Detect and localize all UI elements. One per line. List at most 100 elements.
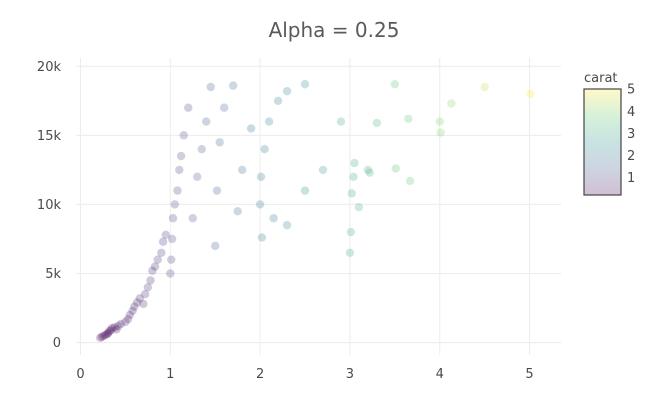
scatter-point bbox=[435, 117, 444, 126]
scatter-point bbox=[135, 294, 144, 303]
scatter-point bbox=[114, 321, 123, 331]
scatter-point bbox=[273, 96, 283, 106]
scatter-point bbox=[148, 266, 157, 275]
scatter-point bbox=[202, 117, 211, 126]
scatter-point bbox=[143, 283, 153, 292]
scatter-point bbox=[206, 82, 215, 92]
scatter-point bbox=[391, 164, 400, 173]
x-tick-label: 1 bbox=[166, 367, 174, 382]
scatter-point bbox=[97, 332, 107, 341]
x-tick-label: 0 bbox=[76, 367, 84, 382]
scatter-point bbox=[349, 172, 358, 181]
scatter-point bbox=[260, 144, 269, 154]
scatter-point bbox=[436, 128, 445, 137]
scatter-point bbox=[211, 241, 220, 251]
scatter-point bbox=[179, 131, 188, 140]
scatter-point bbox=[197, 144, 206, 154]
scatter-point bbox=[257, 233, 267, 242]
x-tick-label: 4 bbox=[436, 367, 444, 382]
scatter-point bbox=[110, 323, 119, 332]
y-tick-label: 0 bbox=[53, 336, 61, 351]
scatter-point bbox=[390, 80, 400, 89]
scatter-point bbox=[157, 248, 166, 257]
x-tick-label: 3 bbox=[346, 367, 354, 382]
scatter-point bbox=[125, 310, 135, 320]
y-tick-label: 5k bbox=[45, 267, 61, 282]
scatter-point bbox=[158, 237, 168, 246]
scatter-point bbox=[121, 317, 130, 327]
scatter-point bbox=[101, 330, 110, 340]
scatter-point bbox=[153, 255, 162, 264]
scatter-point bbox=[123, 314, 133, 324]
scatter-point bbox=[161, 230, 171, 240]
scatter-point bbox=[132, 298, 142, 307]
scatter-point bbox=[350, 158, 359, 168]
scatter-point bbox=[107, 323, 117, 333]
scatter-point bbox=[140, 290, 150, 299]
scatter-point bbox=[480, 82, 489, 92]
y-tick-label: 15k bbox=[37, 129, 62, 144]
scatter-points bbox=[96, 80, 535, 342]
colorbar-tick-label: 4 bbox=[627, 105, 635, 120]
scatter-point bbox=[300, 186, 310, 195]
scatter-point bbox=[372, 118, 382, 128]
scatter-point bbox=[300, 80, 310, 89]
scatter-point bbox=[173, 186, 182, 195]
colorbar-tick-label: 5 bbox=[627, 83, 635, 98]
scatter-point bbox=[105, 327, 114, 336]
scatter-point bbox=[99, 331, 109, 340]
scatter-point bbox=[264, 117, 274, 126]
scatter-point bbox=[193, 172, 202, 181]
scatter-point bbox=[103, 329, 112, 339]
scatter-point bbox=[282, 86, 292, 96]
colorbar: carat 1 2 3 4 5 bbox=[583, 71, 635, 196]
scatter-point bbox=[269, 214, 278, 223]
chart-title: Alpha = 0.25 bbox=[269, 18, 400, 42]
scatter-point bbox=[184, 103, 193, 112]
colorbar-tick-label: 1 bbox=[627, 171, 635, 186]
scatter-point bbox=[255, 200, 265, 209]
scatter-point bbox=[354, 202, 364, 212]
scatter-point bbox=[233, 207, 242, 216]
y-tick-label: 20k bbox=[37, 60, 62, 75]
scatter-point bbox=[175, 165, 184, 175]
colorbar-gradient bbox=[584, 89, 621, 195]
scatter-point bbox=[166, 269, 175, 278]
scatter-point bbox=[167, 234, 177, 244]
scatter-point bbox=[116, 319, 126, 329]
scatter-point bbox=[170, 200, 179, 209]
scatter-point bbox=[447, 99, 456, 108]
scatter-point bbox=[176, 151, 186, 161]
scatter-point bbox=[228, 81, 238, 90]
colorbar-ticks: 1 2 3 4 5 bbox=[627, 83, 635, 186]
scatter-point bbox=[167, 255, 176, 264]
colorbar-tick-label: 2 bbox=[627, 149, 635, 164]
gridlines bbox=[76, 58, 561, 355]
scatter-point bbox=[130, 302, 139, 311]
scatter-point bbox=[237, 165, 247, 175]
scatter-point bbox=[365, 168, 374, 177]
scatter-point bbox=[212, 186, 222, 195]
x-tick-label: 5 bbox=[525, 367, 533, 382]
scatter-point bbox=[112, 325, 121, 334]
scatter-point bbox=[128, 306, 137, 315]
scatter-point bbox=[215, 138, 224, 147]
scatter-point bbox=[150, 262, 160, 271]
scatter-point bbox=[347, 189, 356, 198]
scatter-point bbox=[168, 214, 178, 223]
scatter-point bbox=[188, 214, 197, 223]
scatter-point bbox=[256, 172, 266, 181]
scatter-point bbox=[336, 117, 346, 126]
scatter-point bbox=[219, 103, 229, 112]
scatter-point bbox=[139, 299, 148, 309]
scatter-point bbox=[104, 328, 113, 338]
y-tick-label: 10k bbox=[37, 198, 62, 213]
scatter-point bbox=[405, 176, 415, 186]
scatter-point bbox=[346, 227, 356, 237]
scatter-point bbox=[282, 220, 292, 230]
scatter-point bbox=[146, 276, 155, 285]
colorbar-title: carat bbox=[584, 71, 618, 86]
scatter-point bbox=[96, 333, 105, 342]
